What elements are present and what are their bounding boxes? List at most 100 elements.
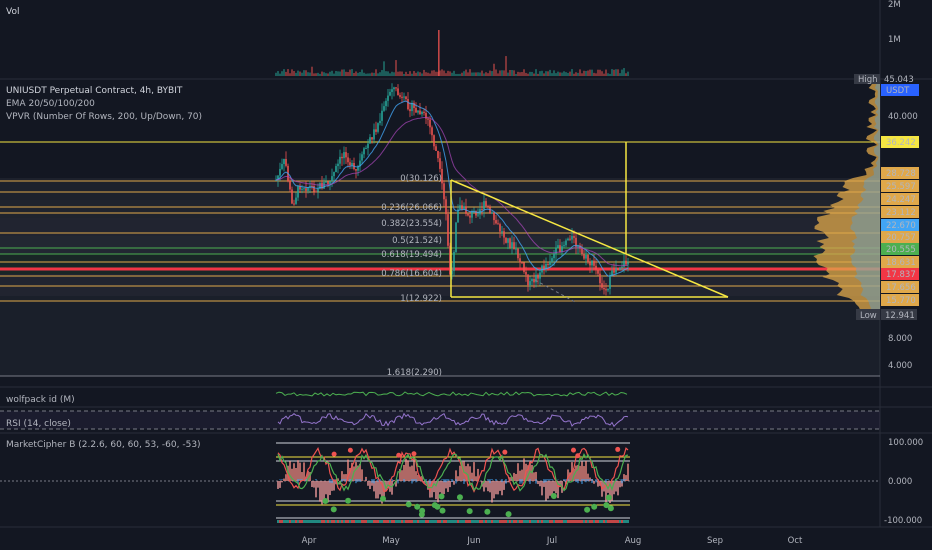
wolfpack-label[interactable]: wolfpack id (M) xyxy=(6,395,75,405)
cipher-sell-dot xyxy=(615,446,621,452)
cipher-bar xyxy=(457,476,459,481)
volume-bar xyxy=(431,70,433,76)
dashed-support-line[interactable] xyxy=(534,279,576,303)
cipher-bar xyxy=(349,468,351,481)
currency-badge[interactable] xyxy=(881,84,919,96)
cipher-moneyflow xyxy=(589,479,591,480)
cipher-buy-dot xyxy=(419,507,426,514)
fib-label-0382: 0.382(23.554) xyxy=(381,219,442,229)
candle-body xyxy=(293,203,295,205)
cipher-status-dot xyxy=(289,520,291,523)
cipher-status-dot xyxy=(429,520,431,523)
candle-body xyxy=(469,215,471,218)
candle-body xyxy=(583,254,585,259)
cipher-bar xyxy=(279,481,281,488)
symbol-title[interactable]: UNIUSDT Perpetual Contract, 4h, BYBIT xyxy=(6,86,183,96)
cipher-status-dot xyxy=(337,520,339,523)
candle-body xyxy=(555,247,557,254)
candle-body xyxy=(295,197,297,204)
cipher-moneyflow xyxy=(581,479,583,484)
cipher-status-dot xyxy=(349,520,351,523)
ema-indicator-label[interactable]: EMA 20/50/100/200 xyxy=(6,99,95,109)
cipher-status-dot xyxy=(365,520,367,523)
candle-body xyxy=(569,238,571,240)
cipher-moneyflow xyxy=(445,479,447,483)
volume-bar xyxy=(411,73,413,76)
candle-body xyxy=(357,166,359,171)
candle-body xyxy=(427,118,429,120)
cipher-status-dot xyxy=(391,520,393,523)
cipher-status-dot xyxy=(435,520,437,523)
cipher-status-dot xyxy=(527,520,529,523)
volume-bar xyxy=(305,70,307,76)
volume-bar xyxy=(543,73,545,76)
candle-body xyxy=(309,185,311,188)
cipher-status-dot xyxy=(621,520,623,523)
cipher-moneyflow xyxy=(305,479,307,481)
candle-body xyxy=(507,238,509,243)
cipher-bar xyxy=(489,481,491,493)
rsi-label[interactable]: RSI (14, close) xyxy=(6,419,71,429)
cipher-status-dot xyxy=(449,520,451,523)
cipher-status-dot xyxy=(441,520,443,523)
volume-bar xyxy=(353,72,355,76)
cipher-bar xyxy=(293,463,295,481)
cipher-status-dot xyxy=(335,520,337,523)
cipher-bar xyxy=(337,478,339,481)
high-label: High xyxy=(858,75,878,85)
volume-bar xyxy=(395,60,397,76)
volume-bar xyxy=(499,70,501,76)
volume-bar xyxy=(373,72,375,76)
cipher-status-dot xyxy=(297,520,299,523)
candle-body xyxy=(611,270,613,276)
cipher-status-dot xyxy=(525,520,527,523)
cipher-label[interactable]: MarketCipher B (2.2.6, 60, 60, 53, -60, … xyxy=(6,440,201,450)
cipher-bar xyxy=(597,481,599,487)
cipher-moneyflow xyxy=(535,479,537,484)
volume-bar xyxy=(277,71,279,76)
cipher-bar xyxy=(327,481,329,503)
cipher-bar xyxy=(433,481,435,493)
volume-bar xyxy=(427,72,429,76)
cipher-bar xyxy=(495,481,497,495)
vpvr-indicator-label[interactable]: VPVR (Number Of Rows, 200, Up/Down, 70) xyxy=(6,112,202,122)
cipher-bar xyxy=(301,472,303,481)
candle-body xyxy=(401,96,403,98)
cipher-moneyflow xyxy=(447,479,449,482)
cipher-moneyflow xyxy=(349,479,351,482)
cipher-moneyflow xyxy=(605,479,607,483)
volume-bar xyxy=(611,69,613,76)
cipher-moneyflow xyxy=(297,479,299,484)
candle-body xyxy=(627,262,629,265)
candle-body xyxy=(503,231,505,238)
cipher-status-dot xyxy=(475,520,477,523)
cipher-status-dot xyxy=(543,520,545,523)
volume-bar xyxy=(355,71,357,76)
volume-bar xyxy=(491,71,493,76)
volume-bar xyxy=(569,71,571,76)
candle-body xyxy=(509,238,511,248)
cipher-bar xyxy=(427,481,429,490)
cipher-bar xyxy=(515,473,517,481)
cipher-status-dot xyxy=(601,520,603,523)
candle-body xyxy=(467,213,469,216)
cipher-status-dot xyxy=(537,520,539,523)
cipher-buy-dot xyxy=(414,503,421,510)
cipher-status-dot xyxy=(359,520,361,523)
price-level-tag xyxy=(881,256,919,268)
descending-trendline[interactable] xyxy=(450,179,729,298)
cipher-status-dot xyxy=(281,520,283,523)
cipher-bar xyxy=(499,481,501,491)
rsi-line xyxy=(277,412,629,428)
fib-zone-6 xyxy=(0,296,880,376)
cipher-bar xyxy=(365,476,367,481)
candle-body xyxy=(411,102,413,112)
volume-bar xyxy=(367,73,369,76)
cipher-wave-red xyxy=(277,447,629,493)
candle-body xyxy=(429,119,431,128)
volume-bar xyxy=(485,72,487,76)
price-level-tag xyxy=(881,243,919,255)
rsi-band xyxy=(0,411,880,429)
volume-bar xyxy=(385,71,387,76)
